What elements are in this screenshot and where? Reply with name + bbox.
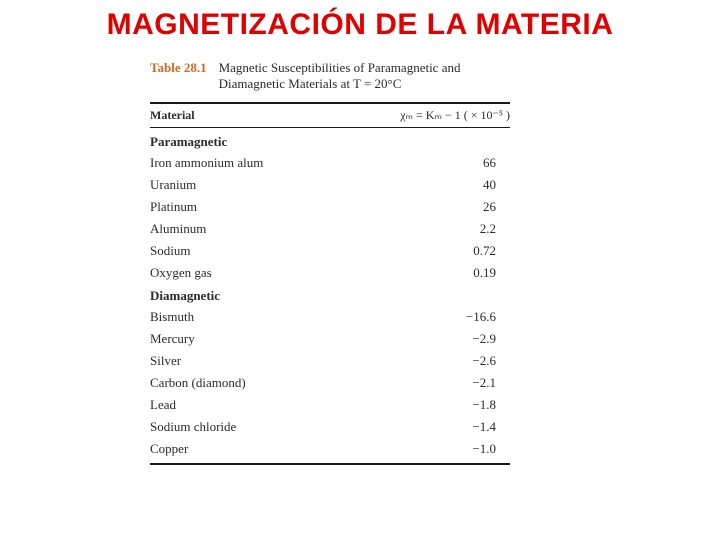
material-name: Oxygen gas: [150, 265, 212, 281]
table-row: Bismuth −16.6: [150, 306, 510, 328]
table-row: Copper −1.0: [150, 438, 510, 460]
material-name: Carbon (diamond): [150, 375, 246, 391]
material-name: Sodium chloride: [150, 419, 236, 435]
material-name: Bismuth: [150, 309, 194, 325]
table-row: Silver −2.6: [150, 350, 510, 372]
material-name: Uranium: [150, 177, 196, 193]
table-row: Sodium 0.72: [150, 240, 510, 262]
material-name: Sodium: [150, 243, 190, 259]
rule-top: [150, 102, 510, 104]
material-value: 0.72: [440, 243, 510, 259]
material-name: Silver: [150, 353, 181, 369]
material-value: −1.4: [440, 419, 510, 435]
section-heading: Diamagnetic: [150, 284, 510, 306]
table-row: Aluminum 2.2: [150, 218, 510, 240]
material-value: −2.1: [440, 375, 510, 391]
table-number: Table 28.1: [150, 60, 207, 76]
table-row: Lead −1.8: [150, 394, 510, 416]
table-header-row: Material χₘ = Kₘ − 1 ( × 10⁻⁵ ): [150, 106, 510, 125]
table-row: Platinum 26: [150, 196, 510, 218]
table-row: Sodium chloride −1.4: [150, 416, 510, 438]
table-caption-row: Table 28.1 Magnetic Susceptibilities of …: [150, 60, 510, 99]
table-body: Paramagnetic Iron ammonium alum 66 Uranium 4…: [150, 130, 510, 460]
table-row: Mercury −2.9: [150, 328, 510, 350]
page-title: MAGNETIZACIÓN DE LA MATERIA: [30, 8, 690, 42]
table-row: Uranium 40: [150, 174, 510, 196]
section-heading: Paramagnetic: [150, 130, 510, 152]
rule-under-header: [150, 127, 510, 128]
material-value: −2.9: [440, 331, 510, 347]
material-name: Iron ammonium alum: [150, 155, 263, 171]
material-name: Lead: [150, 397, 176, 413]
material-value: −1.8: [440, 397, 510, 413]
table-row: Iron ammonium alum 66: [150, 152, 510, 174]
table-row: Oxygen gas 0.19: [150, 262, 510, 284]
material-name: Platinum: [150, 199, 197, 215]
susceptibility-table: Table 28.1 Magnetic Susceptibilities of …: [150, 60, 510, 465]
table-row: Carbon (diamond) −2.1: [150, 372, 510, 394]
material-name: Mercury: [150, 331, 195, 347]
material-value: 0.19: [440, 265, 510, 281]
header-formula: χₘ = Kₘ − 1 ( × 10⁻⁵ ): [400, 108, 510, 123]
page: MAGNETIZACIÓN DE LA MATERIA Table 28.1 M…: [0, 0, 720, 540]
material-value: −2.6: [440, 353, 510, 369]
material-value: 66: [440, 155, 510, 171]
material-value: −1.0: [440, 441, 510, 457]
material-name: Copper: [150, 441, 188, 457]
material-value: 40: [440, 177, 510, 193]
material-value: 26: [440, 199, 510, 215]
material-value: −16.6: [440, 309, 510, 325]
rule-bottom: [150, 463, 510, 465]
header-material: Material: [150, 108, 195, 123]
material-name: Aluminum: [150, 221, 206, 237]
material-value: 2.2: [440, 221, 510, 237]
table-caption: Magnetic Susceptibilities of Paramagneti…: [219, 60, 510, 93]
